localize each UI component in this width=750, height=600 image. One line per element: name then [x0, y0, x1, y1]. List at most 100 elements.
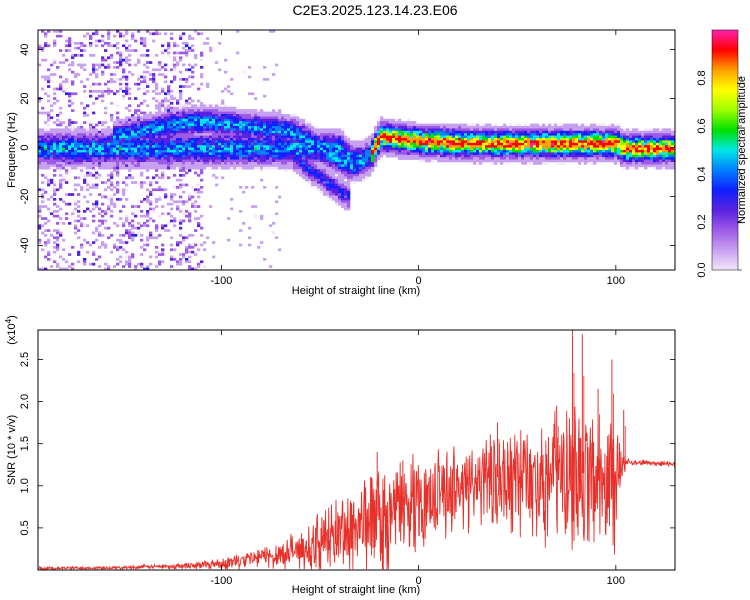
spectrogram-cell	[248, 138, 252, 141]
spectrogram-cell	[329, 157, 333, 160]
spectrogram-cell	[176, 102, 180, 105]
spectrogram-cell	[539, 159, 543, 163]
spectrogram-cell	[533, 150, 537, 153]
spectrogram-cell	[212, 111, 216, 115]
spectrogram-cell	[224, 147, 228, 151]
spectrogram-cell	[419, 130, 423, 134]
spectrogram-cell	[371, 164, 375, 168]
spectrogram-cell	[125, 106, 129, 110]
spectrogram-cell	[596, 145, 600, 148]
spectrogram-cell	[221, 159, 225, 163]
spectrogram-cell	[227, 128, 231, 132]
spectrogram-cell	[221, 99, 225, 103]
spectrogram-cell	[308, 171, 312, 175]
spectrogram-cell	[326, 174, 330, 177]
spectrogram-cell	[452, 123, 456, 127]
spectrogram-cell	[491, 130, 495, 134]
spectrogram-cell	[587, 142, 591, 146]
spectrogram-cell	[512, 140, 516, 144]
spectrogram-cell	[122, 162, 126, 165]
spectrogram-cell	[167, 152, 171, 156]
spectrogram-cell	[347, 154, 351, 158]
spectrogram-cell	[140, 265, 144, 268]
spectrogram-cell	[374, 135, 378, 139]
spectrogram-cell	[170, 68, 174, 72]
spectrogram-cell	[227, 217, 231, 220]
spectrogram-cell	[194, 106, 198, 110]
spectrogram-cell	[62, 200, 66, 204]
spectrogram-cell	[467, 130, 471, 134]
spectrogram-cell	[80, 44, 84, 48]
spectrogram-cell	[188, 154, 192, 158]
spectrogram-cell	[353, 152, 357, 156]
spectrogram-cell	[143, 128, 147, 132]
spectrogram-cell	[137, 87, 141, 91]
spectrogram-cell	[305, 130, 309, 134]
spectrogram-cell	[110, 116, 114, 120]
spectrogram-cell	[194, 116, 198, 120]
spectrogram-cell	[155, 229, 159, 232]
spectrogram-cell	[593, 123, 597, 127]
spectrogram-cell	[125, 121, 129, 124]
spectrogram-cell	[407, 121, 411, 124]
spectrogram-cell	[191, 106, 195, 110]
spectrogram-cell	[104, 142, 108, 146]
spectrogram-cell	[188, 145, 192, 148]
spectrogram-cell	[110, 102, 114, 105]
spectrogram-cell	[134, 142, 138, 146]
spectrogram-cell	[77, 229, 81, 232]
spectrogram-cell	[257, 150, 261, 153]
spectrogram-cell	[140, 114, 144, 117]
spectrogram-cell	[323, 154, 327, 158]
spectrogram-cell	[287, 123, 291, 127]
spectrogram-cell	[110, 80, 114, 84]
spectrogram-cell	[299, 171, 303, 175]
spectrogram-cell	[257, 121, 261, 124]
spectrogram-cell	[287, 154, 291, 158]
spectrogram-cell	[335, 145, 339, 148]
spectrogram-cell	[539, 157, 543, 160]
spectrogram-cell	[281, 140, 285, 144]
spectrogram-cell	[476, 152, 480, 156]
spectrogram-cell	[233, 135, 237, 139]
spectrogram-cell	[455, 126, 459, 129]
spectrogram-cell	[398, 126, 402, 129]
spectrogram-cell	[491, 128, 495, 132]
spectrogram-cell	[101, 150, 105, 153]
spectrogram-cell	[173, 42, 177, 45]
spectrogram-cell	[473, 142, 477, 146]
spectrogram-cell	[203, 135, 207, 139]
spectrogram-cell	[77, 145, 81, 148]
spectrogram-cell	[185, 183, 189, 187]
spectrogram-cell	[491, 147, 495, 151]
spectrogram-cell	[188, 162, 192, 165]
spectrogram-cell	[89, 73, 93, 76]
spectrogram-cell	[239, 121, 243, 124]
spectrogram-cell	[128, 44, 132, 48]
spectrogram-cell	[170, 126, 174, 129]
spectrogram-cell	[251, 114, 255, 117]
spectrogram-cell	[41, 195, 45, 199]
spectrogram-cell	[275, 138, 279, 141]
spectrogram-cell	[338, 152, 342, 156]
spectrogram-cell	[554, 135, 558, 139]
spectrogram-cell	[302, 121, 306, 124]
spectrogram-cell	[203, 106, 207, 110]
spectrogram-cell	[137, 128, 141, 132]
spectrogram-cell	[341, 154, 345, 158]
spectrogram-cell	[62, 267, 66, 270]
spectrogram-cell	[104, 133, 108, 136]
spectrogram-cell	[140, 154, 144, 158]
spectrogram-cell	[257, 147, 261, 151]
spectrogram-cell	[428, 154, 432, 158]
spectrogram-cell	[236, 133, 240, 136]
spectrogram-cell	[191, 195, 195, 199]
spectrogram-cell	[383, 118, 387, 122]
spectrogram-cell	[194, 140, 198, 144]
spectrogram-cell	[116, 183, 120, 187]
spectrogram-cell	[476, 140, 480, 144]
spectrogram-cell	[443, 142, 447, 146]
spectrogram-cell	[56, 140, 60, 144]
spectrogram-cell	[323, 181, 327, 184]
spectrogram-cell	[581, 157, 585, 160]
